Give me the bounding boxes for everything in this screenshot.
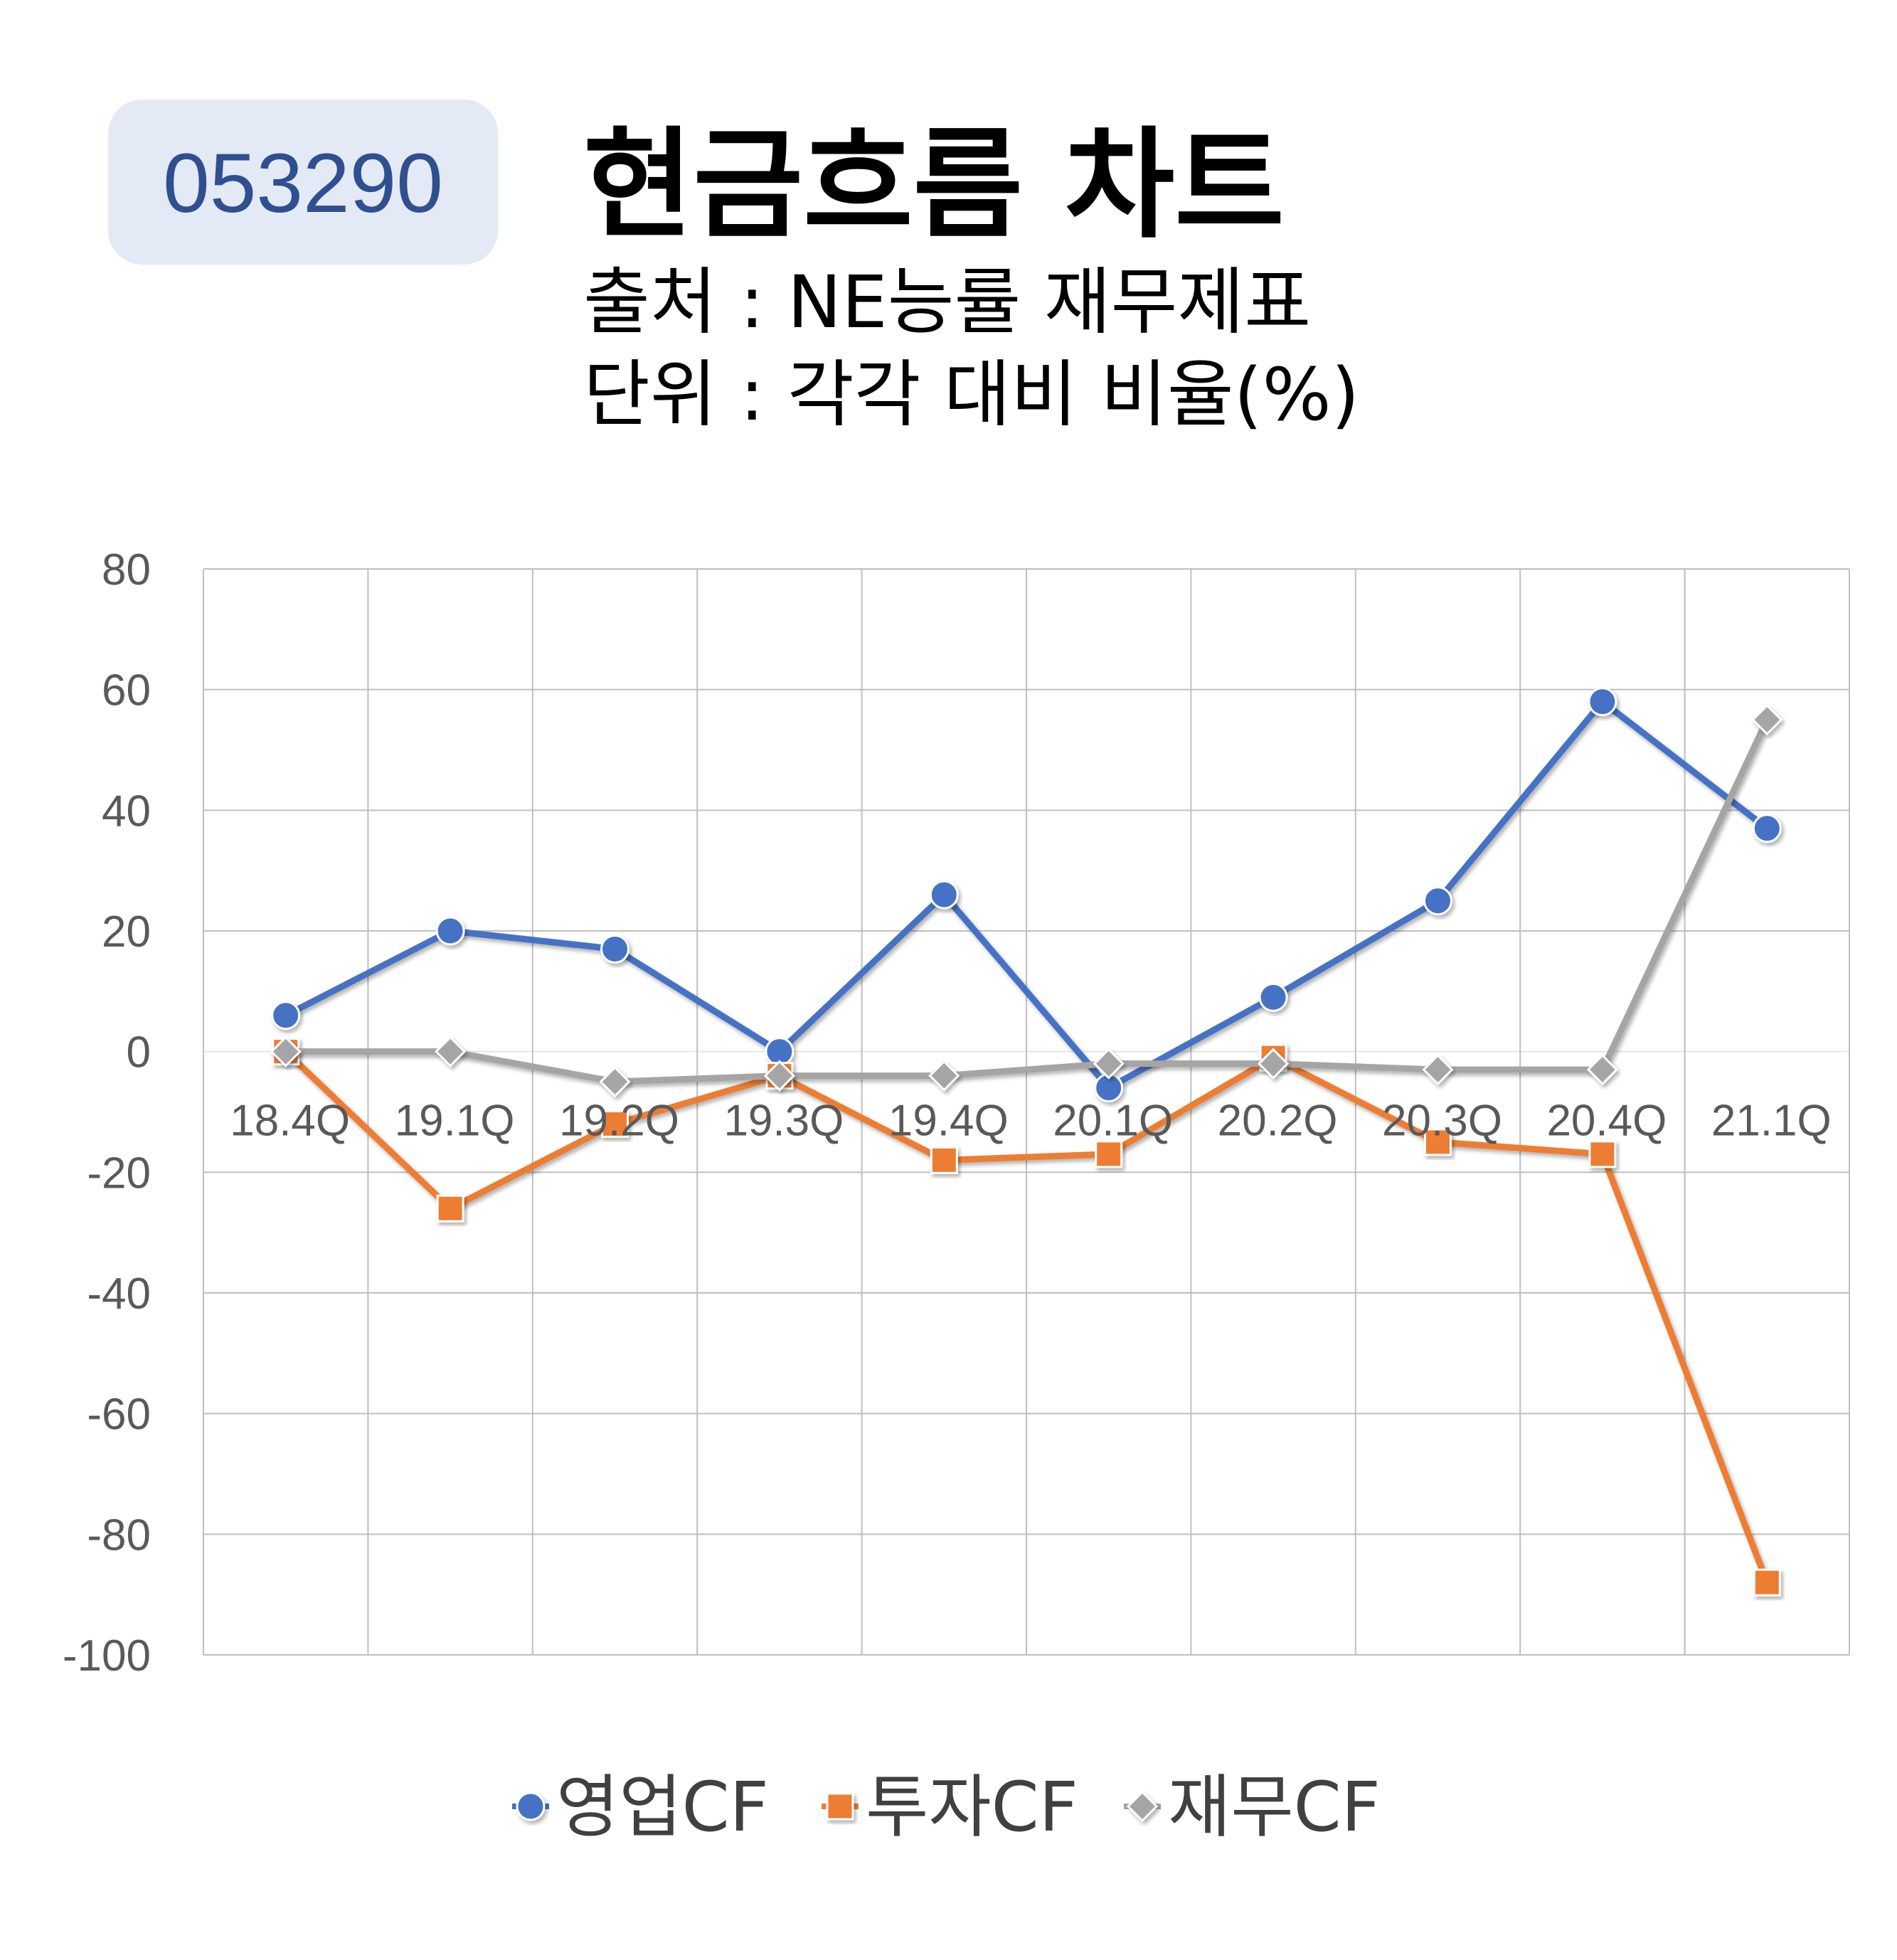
legend-marker bbox=[516, 1791, 546, 1821]
x-tick-label: 18.4Q bbox=[230, 1097, 350, 1146]
x-axis: 18.4Q 19.1Q 19.2Q 19.3Q 19.4Q 20.1Q 20.2Q 20.3Q… bbox=[230, 1097, 1832, 1146]
legend-item: 재무CF bbox=[1124, 1767, 1381, 1847]
y-tick-label: -60 bbox=[87, 1390, 151, 1439]
ticker-badge bbox=[108, 100, 498, 265]
legend-label: 투자CF bbox=[866, 1767, 1078, 1847]
x-tick-label: 21.1Q bbox=[1711, 1097, 1832, 1146]
series-line bbox=[282, 1048, 1770, 1586]
y-tick-label: -40 bbox=[87, 1269, 151, 1319]
y-tick-label: 0 bbox=[127, 1028, 151, 1077]
data-point bbox=[930, 1146, 958, 1174]
x-tick-label: 19.1Q bbox=[395, 1097, 515, 1146]
header: 053290 현금흐름 차트 출처 : NE능률 재무제표 단위 : 각각 대비… bbox=[108, 100, 1359, 437]
data-point bbox=[1588, 687, 1617, 717]
legend-item: 영업CF bbox=[512, 1767, 769, 1847]
y-tick-label: -20 bbox=[87, 1149, 151, 1198]
legend: 영업CF 투자CF 재무CF bbox=[512, 1767, 1381, 1847]
x-tick-label: 19.4Q bbox=[888, 1097, 1009, 1146]
data-point bbox=[271, 1001, 301, 1030]
data-point bbox=[600, 934, 629, 964]
data-point bbox=[1422, 1053, 1454, 1086]
x-tick-label: 20.4Q bbox=[1546, 1097, 1667, 1146]
series bbox=[270, 687, 1783, 1597]
legend-item: 투자CF bbox=[822, 1767, 1078, 1847]
y-tick-label: 20 bbox=[102, 907, 151, 957]
data-point bbox=[929, 880, 959, 910]
x-tick-label: 20.1Q bbox=[1053, 1097, 1173, 1146]
x-tick-label: 19.2Q bbox=[559, 1097, 679, 1146]
data-point bbox=[1752, 814, 1782, 843]
series-line bbox=[282, 716, 1770, 1085]
data-point bbox=[435, 916, 465, 946]
x-tick-label: 20.2Q bbox=[1218, 1097, 1338, 1146]
source-note: 출처 : NE능률 재무제표 bbox=[583, 260, 1311, 345]
data-point bbox=[1588, 1140, 1617, 1168]
ticker-code: 053290 bbox=[163, 137, 443, 230]
page-title: 현금흐름 차트 bbox=[583, 115, 1285, 255]
y-tick-label: -100 bbox=[63, 1631, 151, 1681]
data-point bbox=[434, 1035, 467, 1067]
data-point bbox=[599, 1065, 631, 1098]
data-point bbox=[270, 1035, 302, 1067]
x-tick-label: 20.3Q bbox=[1382, 1097, 1502, 1146]
y-axis: 80 60 40 20 0 -20 -40 -60 -80 -100 bbox=[63, 545, 151, 1681]
data-point bbox=[1753, 1568, 1781, 1597]
data-point bbox=[1093, 1048, 1125, 1080]
data-point bbox=[1258, 982, 1288, 1012]
data-point bbox=[1423, 886, 1452, 916]
gridlines bbox=[203, 568, 1850, 1656]
series-circle bbox=[271, 687, 1782, 1103]
unit-note: 단위 : 각각 대비 비율(%) bbox=[583, 353, 1359, 437]
y-tick-label: -80 bbox=[87, 1511, 151, 1560]
data-point bbox=[1424, 1128, 1452, 1156]
x-tick-label: 19.3Q bbox=[723, 1097, 844, 1146]
series-diamond bbox=[270, 703, 1783, 1098]
legend-marker bbox=[826, 1792, 854, 1821]
data-point bbox=[763, 1060, 796, 1092]
legend-marker bbox=[1126, 1790, 1159, 1823]
data-point bbox=[1257, 1048, 1290, 1080]
y-tick-label: 60 bbox=[102, 666, 151, 715]
y-tick-label: 80 bbox=[102, 545, 151, 595]
plot-area: 80 60 40 20 0 -20 -40 -60 -80 -100 18.4Q 19.1Q 19.2… bbox=[63, 545, 1850, 1681]
y-tick-label: 40 bbox=[102, 787, 151, 836]
data-point bbox=[1586, 1053, 1619, 1086]
data-point bbox=[1095, 1140, 1123, 1168]
data-point bbox=[436, 1194, 464, 1223]
data-point bbox=[601, 1109, 629, 1138]
data-point bbox=[928, 1060, 960, 1092]
data-point bbox=[1751, 703, 1783, 736]
legend-label: 재무CF bbox=[1168, 1767, 1381, 1847]
series-line bbox=[282, 698, 1770, 1092]
legend-label: 영업CF bbox=[556, 1767, 769, 1847]
